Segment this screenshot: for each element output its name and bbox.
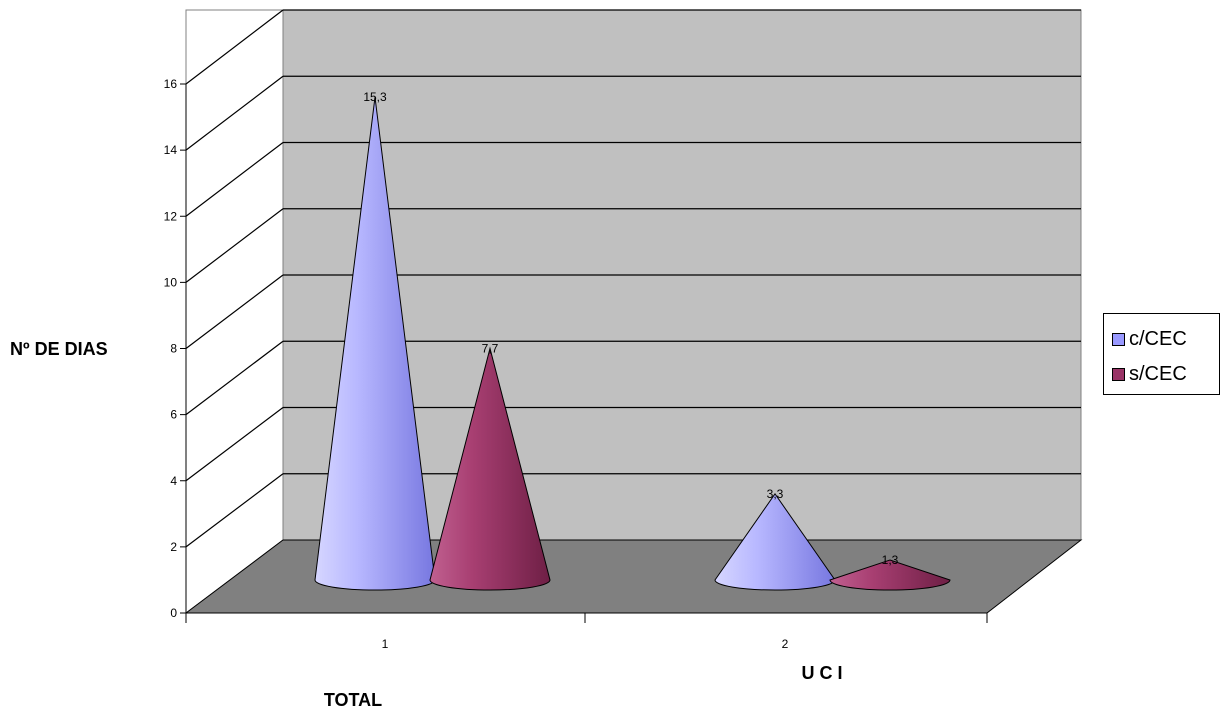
category-title-uci: U C I — [801, 663, 842, 683]
y-tick-label-4: 4 — [170, 474, 177, 488]
y-axis-title: Nº DE DIAS — [10, 339, 108, 359]
gridline-side-10 — [185, 208, 284, 283]
y-tick-label-12: 12 — [164, 209, 178, 223]
data-labels: 15,3 7,7 3,3 1,3 — [363, 90, 898, 567]
legend-item-s-cec: s/CEC — [1112, 363, 1187, 386]
y-tick-label-10: 10 — [164, 275, 178, 289]
gridline-side-14 — [185, 75, 284, 151]
y-tick-label-6: 6 — [170, 408, 177, 422]
cones — [314, 97, 951, 591]
legend-label-s-cec: s/CEC — [1129, 363, 1187, 385]
gridline-side-16 — [185, 9, 284, 85]
legend: c/CEC s/CEC — [1103, 313, 1220, 395]
y-tick-label-14: 14 — [164, 143, 178, 157]
legend-item-c-cec: c/CEC — [1112, 328, 1187, 351]
cone-s-cec-cat-1 — [429, 346, 551, 591]
data-label-s-cec-cat-1: 7,7 — [482, 341, 499, 355]
category-title-total: TOTAL — [324, 690, 382, 710]
legend-swatch-c-cec — [1112, 333, 1125, 346]
gridlines — [185, 9, 1081, 548]
y-tick-label-2: 2 — [170, 540, 177, 554]
x-tick-label-2: 2 — [782, 637, 789, 651]
gridline-side-6 — [185, 340, 284, 416]
legend-swatch-s-cec — [1112, 368, 1125, 381]
data-label-c-cec-cat-1: 15,3 — [363, 90, 387, 104]
chart-walls — [184, 9, 1083, 615]
gridline-side-4 — [185, 407, 284, 482]
x-tick-label-1: 1 — [382, 637, 389, 651]
data-label-s-cec-cat-2: 1,3 — [882, 553, 899, 567]
gridline-side-2 — [185, 473, 284, 548]
gridline-side-8 — [185, 274, 284, 349]
legend-label-c-cec: c/CEC — [1129, 328, 1187, 350]
y-tick-label-16: 16 — [164, 77, 178, 91]
cone-s-cec-cat-2 — [829, 559, 951, 591]
data-label-c-cec-cat-2: 3,3 — [767, 487, 784, 501]
y-tick-label-0: 0 — [170, 606, 177, 620]
y-tick-label-8: 8 — [170, 342, 177, 356]
gridline-side-12 — [185, 142, 284, 217]
